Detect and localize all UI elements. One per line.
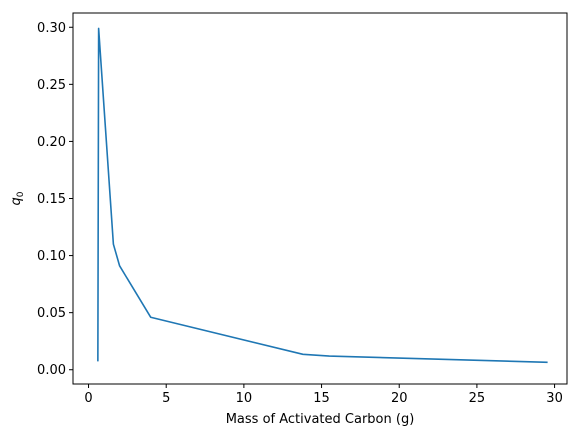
y-tick-label: 0.05 — [37, 306, 66, 321]
y-tick-label: 0.00 — [37, 363, 66, 378]
y-tick-label: 0.25 — [37, 78, 66, 93]
series-layer — [97, 27, 548, 364]
y-tick-label: 0.20 — [37, 135, 66, 150]
x-tick-label: 5 — [162, 391, 170, 406]
y-tick-label: 0.10 — [37, 249, 66, 264]
x-tick-label: 0 — [84, 391, 92, 406]
y-axis-label-subscript: 0 — [16, 191, 26, 197]
x-tick-label: 15 — [313, 391, 330, 406]
y-axis-label: q0 — [9, 191, 26, 205]
x-tick-label: 25 — [469, 391, 486, 406]
y-tick-label: 0.30 — [37, 21, 66, 36]
plot-frame — [72, 12, 568, 385]
ticks-layer: 0 5 10 15 20 25 30 0.00 0.05 0.10 0.15 0.20 0.25 0.30 — [37, 21, 563, 406]
series-line — [97, 27, 548, 364]
x-tick-label: 30 — [546, 391, 563, 406]
y-tick-label: 0.15 — [37, 192, 66, 207]
x-tick-label: 10 — [236, 391, 253, 406]
x-axis-label: Mass of Activated Carbon (g) — [226, 412, 415, 427]
y-axis-label-main: q — [9, 197, 24, 205]
x-tick-label: 20 — [391, 391, 408, 406]
